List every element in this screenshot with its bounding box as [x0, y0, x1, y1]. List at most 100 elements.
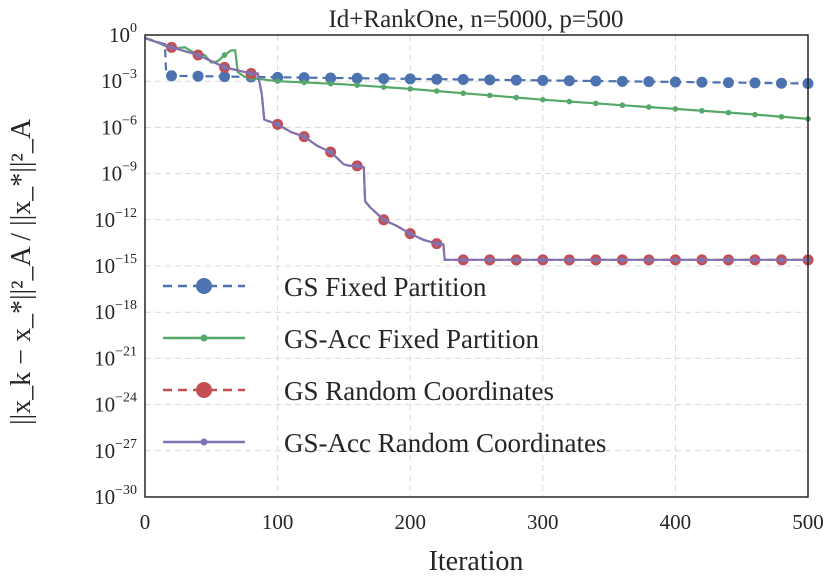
- series-marker: [593, 100, 599, 107]
- legend-marker: [200, 334, 208, 342]
- legend-marker: [196, 382, 212, 398]
- series-marker: [699, 257, 705, 263]
- series-marker: [616, 75, 628, 87]
- series-marker: [752, 257, 758, 263]
- series-marker: [380, 84, 387, 90]
- series-marker: [696, 76, 708, 88]
- series-marker: [407, 86, 414, 92]
- series-marker: [460, 90, 467, 97]
- series-marker: [593, 257, 599, 263]
- x-tick-label: 200: [394, 510, 426, 534]
- series-marker: [486, 92, 493, 99]
- series-gs-fixed-partition: [144, 37, 814, 90]
- legend-marker: [200, 438, 208, 446]
- series-marker: [327, 149, 334, 155]
- series-marker: [749, 77, 761, 89]
- series-marker: [513, 257, 520, 263]
- y-tick-base: 10: [94, 439, 115, 463]
- series-marker: [722, 77, 734, 89]
- y-tick-exponent: −27: [115, 437, 137, 452]
- series-marker: [221, 64, 228, 71]
- series-line: [144, 37, 808, 261]
- series-marker: [351, 72, 363, 84]
- y-tick-exponent: −18: [115, 298, 137, 313]
- y-tick-label: 10−24: [94, 391, 137, 417]
- y-tick-label: 10−6: [101, 113, 137, 139]
- y-tick-base: 10: [94, 485, 115, 509]
- y-tick-label: 10−15: [94, 252, 137, 278]
- series-marker: [431, 73, 443, 85]
- y-tick-exponent: −12: [115, 206, 137, 221]
- series-marker: [563, 75, 575, 87]
- series-marker: [274, 121, 281, 128]
- legend-label: GS-Acc Random Coordinates: [284, 428, 606, 458]
- y-tick-label: 10−27: [94, 437, 137, 463]
- series-marker: [221, 52, 228, 58]
- y-tick-label: 10−12: [94, 206, 137, 232]
- series-marker: [195, 52, 201, 58]
- series-marker: [540, 257, 546, 263]
- series-marker: [669, 76, 681, 88]
- series-marker: [590, 75, 602, 87]
- series-marker: [327, 80, 334, 87]
- series-marker: [433, 240, 440, 247]
- legend-label: GS Random Coordinates: [284, 376, 554, 406]
- series-marker: [510, 74, 522, 86]
- legend-item: GS Fixed Partition: [163, 272, 487, 302]
- series-marker: [643, 76, 655, 88]
- y-tick-exponent: −21: [115, 344, 137, 359]
- series-marker: [404, 73, 416, 85]
- legend-item: GS-Acc Random Coordinates: [163, 428, 606, 458]
- series-marker: [433, 88, 440, 94]
- series-marker: [274, 78, 281, 84]
- series-marker: [354, 82, 360, 89]
- series-marker: [566, 257, 573, 263]
- series-marker: [192, 70, 204, 82]
- y-tick-label: 10−18: [94, 298, 137, 324]
- series-marker: [672, 257, 679, 263]
- series-marker: [378, 73, 390, 85]
- series-marker: [325, 72, 337, 84]
- x-axis-ticks: 0 100 200 300 400 500: [140, 510, 824, 534]
- x-tick-label: 0: [140, 510, 151, 534]
- y-axis-label: ||x_k − x_*||²_A / ||x_*||²_A: [6, 118, 37, 425]
- y-tick-base: 10: [101, 115, 122, 139]
- series-marker: [166, 70, 178, 82]
- plot-frame: [144, 34, 809, 498]
- series-marker: [778, 113, 785, 120]
- y-tick-exponent: 0: [130, 21, 137, 36]
- legend-label: GS-Acc Fixed Partition: [284, 324, 539, 354]
- series-marker: [298, 72, 310, 84]
- series-marker: [486, 257, 493, 263]
- series-marker: [778, 257, 785, 263]
- y-tick-base: 10: [109, 23, 130, 47]
- y-tick-label: 10−30: [94, 483, 137, 509]
- y-tick-base: 10: [94, 300, 115, 324]
- x-tick-label: 500: [792, 510, 824, 534]
- legend-marker: [196, 278, 212, 294]
- series-line: [144, 37, 809, 120]
- legend: GS Fixed Partition GS-Acc Fixed Partition…: [163, 272, 606, 458]
- y-tick-exponent: −24: [115, 391, 137, 406]
- series-marker: [513, 94, 520, 101]
- series-marker: [460, 257, 467, 263]
- y-axis-ticks: 10010−310−610−910−1210−1510−1810−2110−24…: [94, 21, 137, 509]
- y-tick-base: 10: [101, 69, 122, 93]
- y-tick-base: 10: [101, 162, 122, 186]
- y-tick-base: 10: [94, 208, 115, 232]
- series-marker: [540, 96, 546, 103]
- y-tick-exponent: −9: [122, 160, 137, 175]
- series-marker: [725, 257, 732, 263]
- series-marker: [407, 230, 414, 237]
- series-gs-acc-random-coordinates: [144, 37, 811, 263]
- legend-label: GS Fixed Partition: [284, 272, 487, 302]
- y-tick-label: 10−9: [101, 160, 137, 186]
- series-marker: [752, 111, 758, 118]
- x-axis-label: Iteration: [429, 546, 524, 577]
- series-marker: [619, 102, 626, 109]
- y-tick-exponent: −6: [122, 113, 137, 128]
- series-marker: [248, 70, 254, 77]
- series-marker: [672, 106, 679, 112]
- series-marker: [725, 109, 732, 116]
- series-layer: [144, 37, 814, 266]
